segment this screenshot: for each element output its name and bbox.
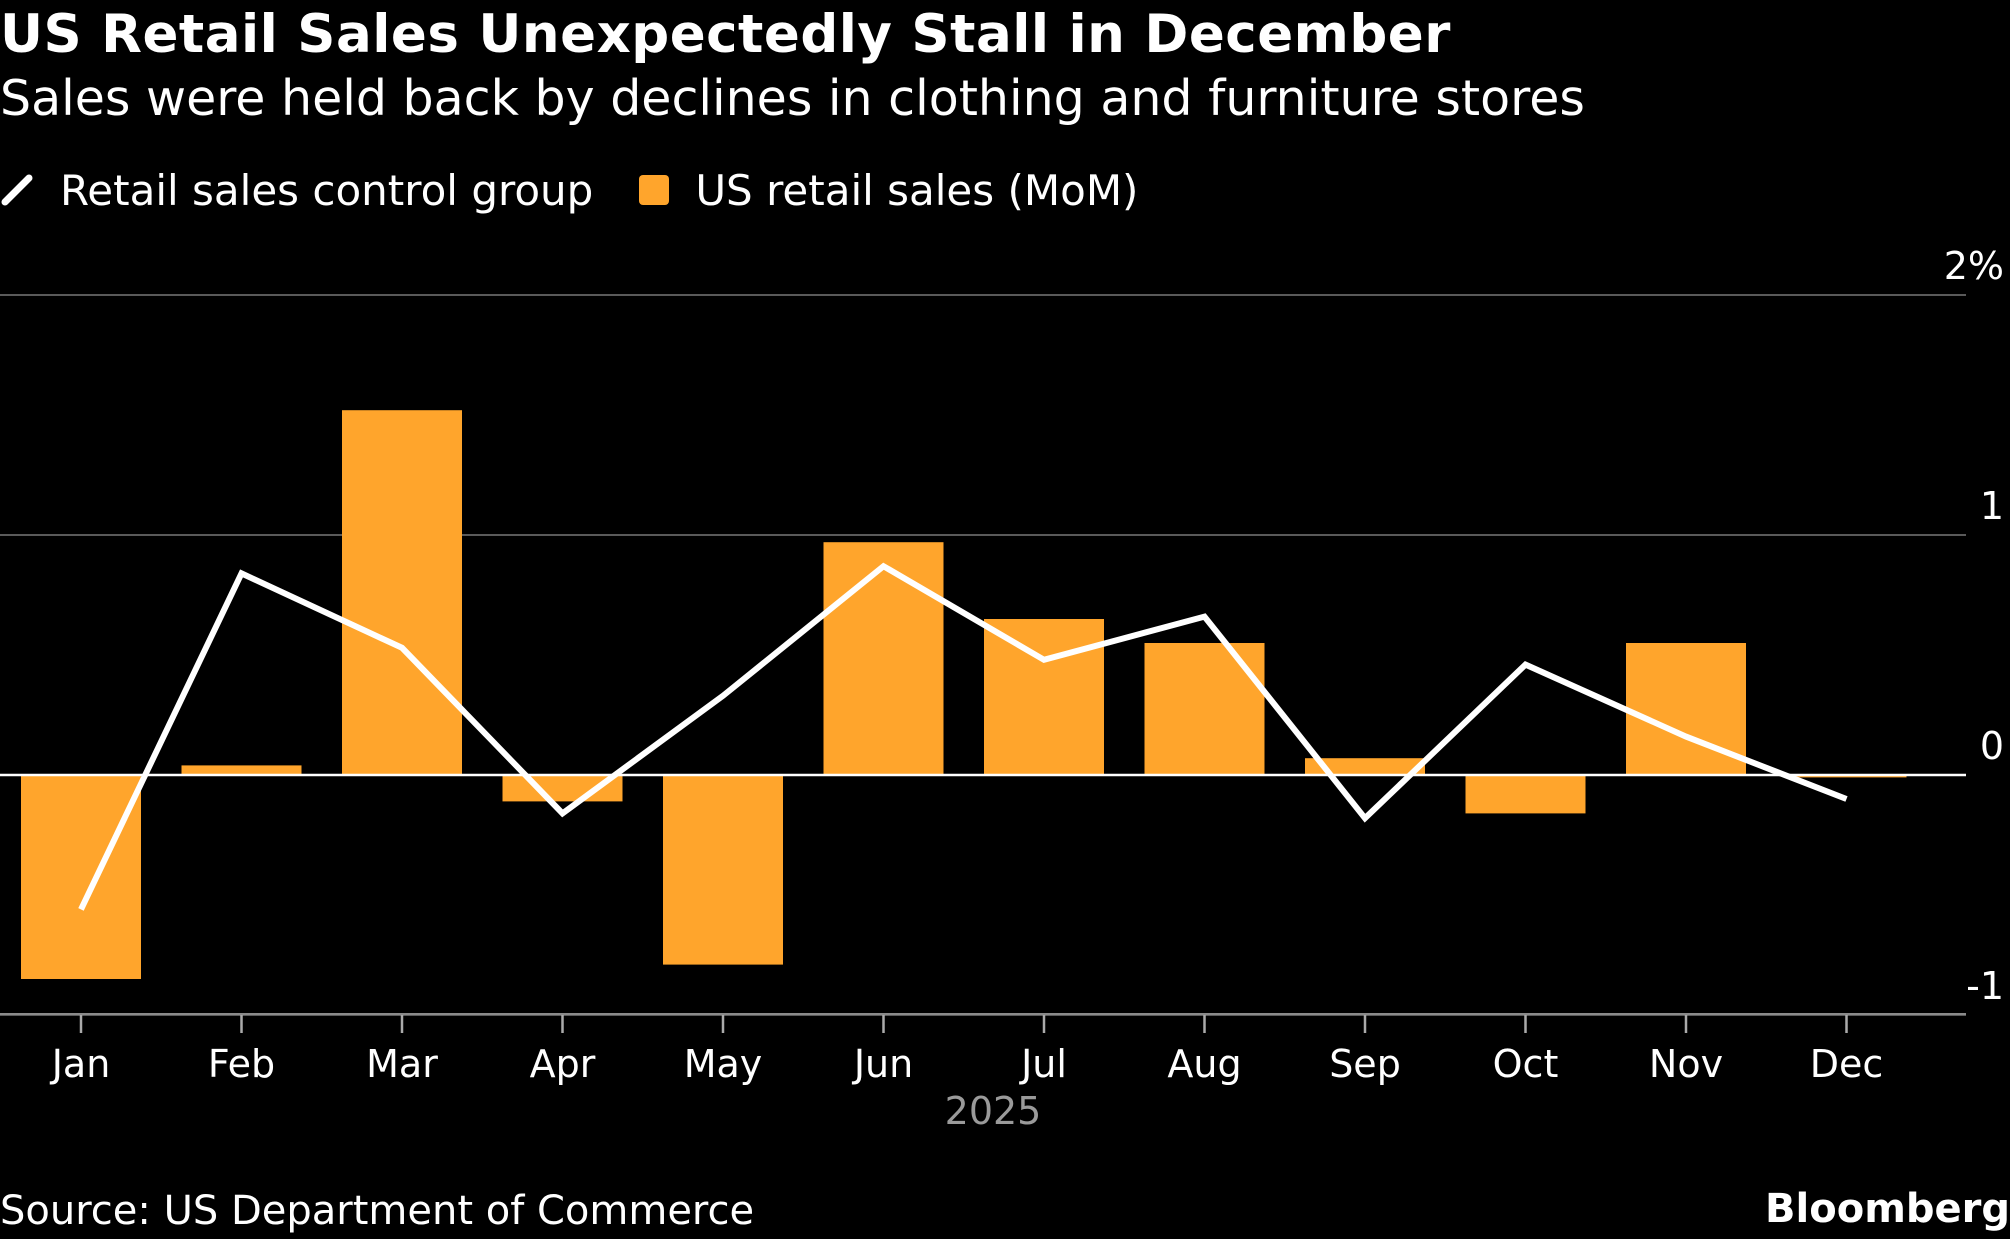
legend: Retail sales control group US retail sal… — [0, 162, 1184, 218]
bar-retail-sales — [823, 542, 944, 775]
bar-retail-sales — [502, 775, 623, 802]
y-tick-label: 0 — [1980, 724, 2004, 768]
bar-retail-sales — [1144, 643, 1265, 775]
legend-label-control-group: Retail sales control group — [60, 165, 594, 215]
chart-title: US Retail Sales Unexpectedly Stall in De… — [0, 4, 1451, 65]
bar-retail-sales — [1465, 775, 1586, 814]
bar-retail-sales — [984, 619, 1104, 775]
bar-retail-sales — [181, 765, 302, 775]
bar-retail-sales — [663, 775, 783, 965]
x-tick-label: Mar — [366, 1042, 438, 1086]
x-tick-label: Oct — [1493, 1042, 1559, 1086]
line-control-group — [78, 562, 1848, 911]
x-axis-year-label: 2025 — [945, 1089, 1042, 1133]
line-swatch-icon — [1, 174, 33, 206]
x-tick-label: Apr — [530, 1042, 596, 1086]
bar-swatch-icon — [639, 175, 670, 205]
x-tick-label: May — [684, 1042, 763, 1086]
x-tick-label: Sep — [1329, 1042, 1401, 1086]
x-tick-label: Feb — [208, 1042, 275, 1086]
x-tick-label: Nov — [1649, 1042, 1723, 1086]
legend-item-retail-sales: US retail sales (MoM) — [639, 166, 1138, 215]
x-tick-label: Jan — [50, 1042, 111, 1086]
x-tick-label: Dec — [1810, 1042, 1884, 1086]
x-tick-label: Jun — [852, 1042, 913, 1086]
bloomberg-logo: Bloomberg — [1765, 1186, 2010, 1232]
bar-retail-sales — [1305, 758, 1425, 775]
bar-retail-sales — [21, 775, 141, 979]
x-tick-label: Jul — [1019, 1042, 1067, 1086]
legend-label-retail-sales: US retail sales (MoM) — [695, 165, 1139, 215]
x-tick-label: Aug — [1167, 1042, 1241, 1086]
y-tick-label: -1 — [1966, 964, 2004, 1008]
chart-subtitle: Sales were held back by declines in clot… — [0, 70, 1585, 127]
y-tick-label: 1 — [1980, 484, 2004, 528]
legend-item-control-group: Retail sales control group — [0, 166, 593, 215]
source-note: Source: US Department of Commerce — [0, 1188, 755, 1234]
y-tick-label: 2% — [1944, 244, 2004, 288]
bar-retail-sales — [342, 410, 462, 775]
